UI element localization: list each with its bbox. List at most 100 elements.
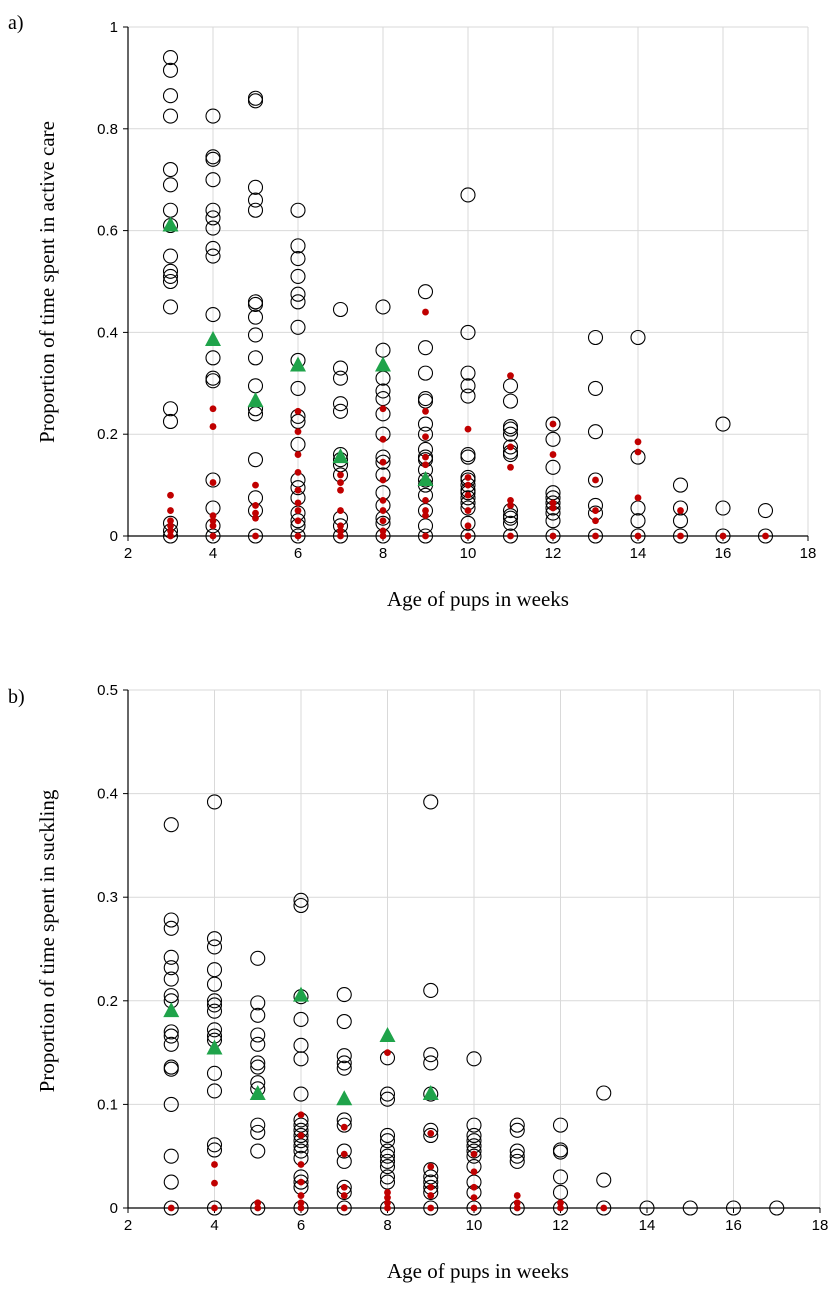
open-circle-point — [682, 1200, 698, 1216]
y-tick-label: 0 — [110, 1200, 118, 1217]
open-circle-point — [672, 500, 689, 516]
open-circle-point — [247, 528, 264, 544]
open-circle-point — [163, 1036, 179, 1052]
red-dot-point — [422, 453, 429, 461]
open-circle-point — [502, 426, 519, 442]
red-dot-point — [297, 1192, 305, 1199]
red-dot-point — [557, 1204, 564, 1212]
open-circle-point — [715, 500, 731, 516]
red-dot-point — [384, 1199, 391, 1207]
red-dot-point — [252, 481, 259, 489]
panel-a-label: a) — [8, 12, 24, 34]
open-circle-point — [206, 939, 223, 955]
open-circle-point — [250, 950, 266, 966]
open-circle-point — [672, 477, 689, 493]
open-circle-point — [293, 1051, 309, 1067]
open-circle-point — [162, 49, 179, 66]
open-circle-point — [250, 1007, 266, 1023]
open-circle-point — [379, 1148, 396, 1164]
red-dot-point — [384, 1204, 391, 1212]
open-circle-point — [290, 202, 306, 218]
open-circle-point — [206, 1083, 223, 1099]
open-circle-point — [290, 286, 306, 302]
red-dot-point — [422, 496, 429, 504]
red-dot-point — [379, 405, 387, 413]
red-dot-point — [297, 1199, 305, 1207]
open-circle-point — [587, 472, 604, 488]
open-circle-point — [163, 1174, 179, 1190]
red-dot-point — [167, 1204, 175, 1212]
red-dot-point — [592, 532, 599, 540]
red-dot-point — [294, 532, 302, 540]
green-triangle-point — [332, 448, 349, 464]
red-dot-point — [507, 532, 514, 540]
plot-layer: 2 4 6 8 10 12 14 16 18 0 0.2 0.4 0.6 0.8 1 — [97, 19, 816, 562]
open-circle-point — [379, 1159, 396, 1175]
open-circle-point — [293, 1174, 309, 1190]
open-circle-point — [379, 1133, 396, 1149]
red-dot-point — [592, 517, 599, 525]
open-circle-point — [375, 299, 391, 315]
open-circle-point — [545, 431, 561, 447]
open-circle-point — [587, 424, 604, 440]
open-circle-point — [293, 1143, 309, 1159]
red-dot-point — [470, 1194, 478, 1202]
red-dot-point — [379, 496, 387, 504]
open-circle-point — [162, 413, 179, 430]
open-circle-point — [417, 365, 434, 381]
green-triangle-point — [293, 986, 309, 1002]
x-tick-label: 18 — [800, 545, 817, 562]
open-circle-point — [162, 108, 179, 124]
open-circle-point — [163, 912, 179, 928]
open-circle-point — [205, 307, 221, 323]
open-circle-point — [163, 949, 179, 965]
red-dot-point — [211, 1204, 218, 1212]
open-circle-point — [332, 360, 349, 376]
open-circle-point — [596, 1085, 612, 1101]
red-dot-point — [464, 491, 472, 499]
open-circle-point — [162, 299, 179, 315]
open-circle-point — [502, 378, 519, 394]
red-dot-point — [379, 527, 387, 535]
red-dot-point — [427, 1183, 435, 1191]
open-circle-point — [250, 1059, 266, 1075]
open-circle-point — [247, 350, 264, 366]
y-tick-label: 0.2 — [97, 426, 118, 443]
open-circle-point — [206, 1137, 223, 1153]
red-dot-point — [422, 407, 429, 415]
red-dot-point — [513, 1199, 521, 1207]
red-dot-point — [677, 507, 684, 514]
chart-b-ylabel: Proportion of time spent in suckling — [35, 789, 59, 1092]
red-dot-point — [297, 1132, 305, 1139]
red-dot-point — [209, 512, 217, 520]
red-dot-point — [337, 522, 344, 530]
open-circle-point — [545, 513, 561, 529]
red-dot-point — [209, 532, 217, 540]
open-circle-point — [205, 108, 221, 124]
open-circle-point — [417, 284, 434, 300]
open-circle-point — [423, 1162, 439, 1178]
open-circle-point — [769, 1200, 785, 1216]
x-tick-label: 16 — [725, 1217, 742, 1234]
open-circle-point — [206, 1065, 223, 1081]
open-circle-point — [336, 1143, 352, 1159]
red-dot-point — [384, 1194, 391, 1202]
red-dot-point — [464, 425, 472, 433]
red-dot-point — [464, 507, 472, 514]
open-circle-point — [247, 452, 264, 468]
red-dot-point — [209, 405, 217, 413]
open-circle-point — [379, 1169, 396, 1185]
open-circle-point — [466, 1148, 482, 1164]
open-circle-point — [293, 1086, 309, 1102]
open-circle-point — [379, 1086, 396, 1102]
red-dot-point — [294, 507, 302, 514]
open-circle-point — [163, 817, 179, 833]
red-dot-point — [379, 517, 387, 525]
green-triangle-point — [247, 392, 264, 408]
red-dot-point — [167, 522, 174, 530]
open-circle-point — [375, 454, 391, 470]
x-tick-label: 14 — [639, 1217, 656, 1234]
x-tick-label: 12 — [552, 1217, 569, 1234]
red-dot-point — [634, 532, 642, 540]
open-circle-point — [587, 528, 604, 544]
